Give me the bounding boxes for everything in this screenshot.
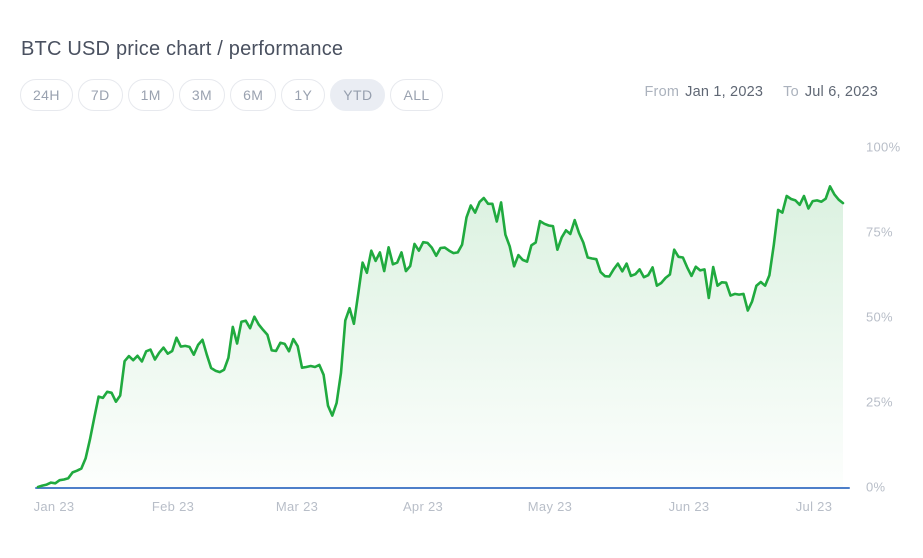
to-label: To [783,84,799,100]
x-axis-label: Mar 23 [275,499,319,514]
x-axis-label: Jul 23 [795,499,833,514]
range-button-24h[interactable]: 24H [20,79,73,111]
x-axis-label: May 23 [527,499,573,514]
range-button-6m[interactable]: 6M [230,79,277,111]
from-label: From [644,84,680,100]
y-axis-label: 25% [866,394,893,410]
to-date-value[interactable]: Jul 6, 2023 [804,84,878,100]
x-axis-label: Jan 23 [33,499,75,514]
x-axis-label: Jun 23 [668,499,710,514]
date-range: From Jan 1, 2023 To Jul 6, 2023 [644,84,878,100]
performance-area [38,186,843,487]
y-axis-label: 50% [866,309,893,325]
y-axis-label: 75% [866,224,893,240]
y-axis-label: 100% [866,139,901,155]
x-axis-label: Feb 23 [151,499,195,514]
range-button-all[interactable]: ALL [390,79,443,111]
range-button-3m[interactable]: 3M [178,79,226,111]
y-axis-label: 0% [866,479,886,495]
x-axis-label: Apr 23 [402,499,444,514]
range-selector: 24H 7D 1M 3M 6M 1Y YTD ALL [20,79,443,111]
range-button-ytd[interactable]: YTD [330,79,386,111]
range-button-1y[interactable]: 1Y [281,79,326,111]
page-title: BTC USD price chart / performance [21,38,344,61]
range-button-1m[interactable]: 1M [127,79,174,111]
range-button-7d[interactable]: 7D [77,79,123,111]
performance-line [36,185,845,489]
from-date-value[interactable]: Jan 1, 2023 [685,84,764,100]
